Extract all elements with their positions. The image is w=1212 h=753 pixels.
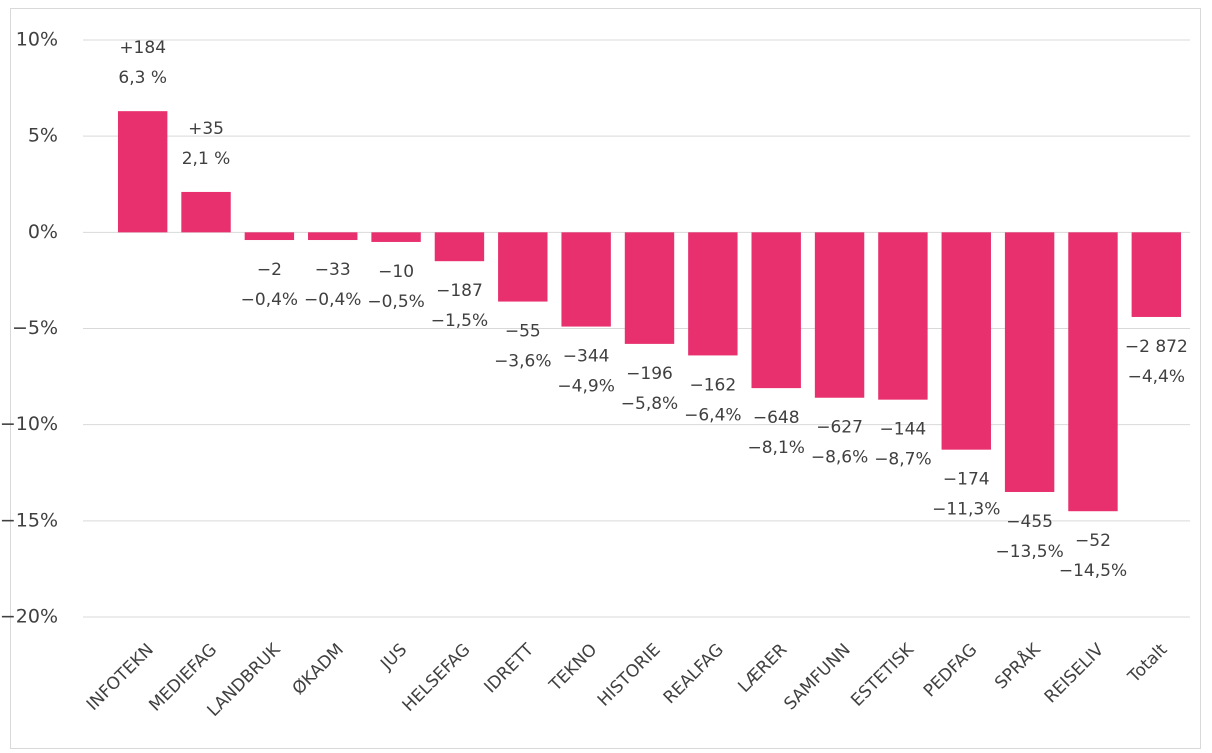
bar (1068, 232, 1118, 512)
x-tick-label: HELSEFAG (399, 640, 475, 716)
bar (941, 232, 991, 450)
x-tick-label: HISTORIE (594, 640, 665, 711)
bar (181, 191, 231, 233)
x-tick-label: SPRÅK (990, 638, 1045, 693)
data-label: −0,4% (241, 290, 298, 310)
change-label: −344 (563, 347, 610, 367)
bar (561, 232, 611, 327)
data-label: −3,6% (494, 352, 551, 372)
x-tick-label: ØKADM (289, 640, 348, 699)
change-label: +35 (188, 119, 224, 139)
data-label: −8,1% (747, 438, 804, 458)
data-label: −0,4% (304, 290, 361, 310)
data-label: 2,1 % (182, 149, 231, 169)
bar (244, 232, 295, 241)
data-label: −0,5% (367, 292, 424, 312)
y-tick-label: 0% (28, 221, 58, 243)
bar (434, 232, 485, 262)
x-tick-label: IDRETT (480, 640, 538, 698)
y-tick-label: 10% (16, 29, 58, 51)
x-tick-label: Totalt (1124, 640, 1172, 688)
change-label: −10 (378, 262, 414, 282)
bar (878, 232, 928, 400)
x-tick-label: REISELIV (1041, 640, 1109, 708)
change-label: −455 (1006, 512, 1053, 532)
bar (498, 232, 548, 302)
x-tick-label: SAMFUNN (780, 640, 854, 714)
chart-border (10, 8, 1201, 749)
change-label: −2 872 (1125, 337, 1188, 357)
y-tick-label: −15% (0, 509, 58, 531)
x-tick-label: REALFAG (660, 640, 728, 708)
bar (814, 232, 865, 398)
bar (751, 232, 801, 389)
change-label: −162 (690, 375, 737, 395)
change-label: −187 (436, 281, 483, 301)
bar (688, 232, 738, 356)
x-tick-label: ESTETISK (847, 639, 918, 710)
data-label: −8,7% (874, 450, 931, 470)
change-label: −144 (880, 420, 927, 440)
bar (1004, 232, 1055, 492)
x-tick-label: JUS (376, 640, 411, 675)
change-label: −196 (626, 364, 673, 384)
y-tick-label: 5% (28, 125, 58, 147)
y-tick-label: −5% (12, 317, 58, 339)
data-label: −14,5% (1059, 561, 1127, 581)
change-label: −648 (753, 408, 800, 428)
change-label: −627 (816, 418, 863, 438)
data-label: −5,8% (621, 394, 678, 414)
bar (624, 232, 675, 344)
data-label: −6,4% (684, 405, 741, 425)
x-tick-label: PEDFAG (920, 640, 981, 701)
data-label: 6,3 % (118, 68, 167, 88)
data-label: −13,5% (995, 542, 1063, 562)
data-label: −4,9% (557, 377, 614, 397)
change-label: −174 (943, 470, 990, 490)
data-label: −1,5% (431, 311, 488, 331)
change-label: −52 (1075, 531, 1111, 551)
change-label: −2 (257, 260, 282, 280)
bar (117, 111, 168, 233)
y-tick-label: −10% (0, 413, 58, 435)
x-tick-label: LÆRER (734, 640, 791, 697)
bar (308, 232, 358, 241)
bar (1131, 232, 1182, 317)
change-label: −55 (505, 322, 541, 342)
data-label: −8,6% (811, 448, 868, 468)
data-label: −11,3% (932, 500, 1000, 520)
change-label: +184 (119, 38, 166, 58)
x-tick-label: TEKNO (545, 640, 601, 696)
y-tick-label: −20% (0, 606, 58, 628)
change-label: −33 (315, 260, 351, 280)
data-label: −4,4% (1128, 367, 1185, 387)
bar (371, 232, 421, 242)
